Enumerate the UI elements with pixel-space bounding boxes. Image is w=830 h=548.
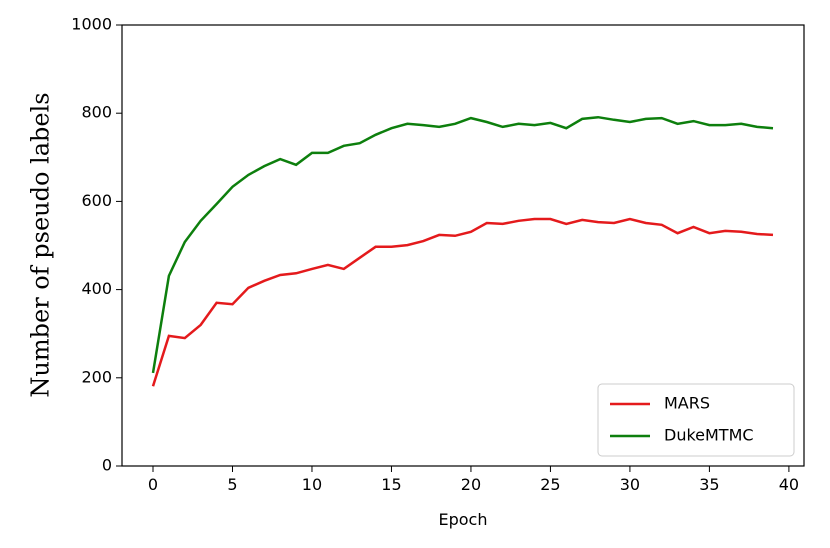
y-tick-label: 600 — [81, 191, 112, 210]
y-tick-label: 200 — [81, 367, 112, 386]
x-tick-label: 30 — [620, 475, 640, 494]
x-tick-label: 25 — [540, 475, 560, 494]
legend-label: DukeMTMC — [664, 426, 754, 445]
x-tick-label: 40 — [779, 475, 799, 494]
plot-frame — [121, 24, 805, 467]
x-tick-label: 15 — [381, 475, 401, 494]
y-tick-label: 0 — [102, 456, 112, 475]
x-tick-label: 20 — [461, 475, 481, 494]
legend-label: MARS — [664, 394, 710, 413]
x-tick-label: 35 — [699, 475, 719, 494]
y-tick-label: 400 — [81, 279, 112, 298]
x-tick-label: 10 — [302, 475, 322, 494]
y-tick-label: 1000 — [71, 15, 112, 34]
y-axis-label: Number of pseudo labels — [27, 92, 55, 397]
line-series — [151, 115, 774, 374]
x-tick-label: 0 — [148, 475, 158, 494]
y-tick-label: 800 — [81, 103, 112, 122]
legend-box — [597, 383, 795, 457]
x-tick-label: 5 — [227, 475, 237, 494]
line-series — [151, 217, 774, 387]
x-axis-label: Epoch — [439, 510, 488, 529]
